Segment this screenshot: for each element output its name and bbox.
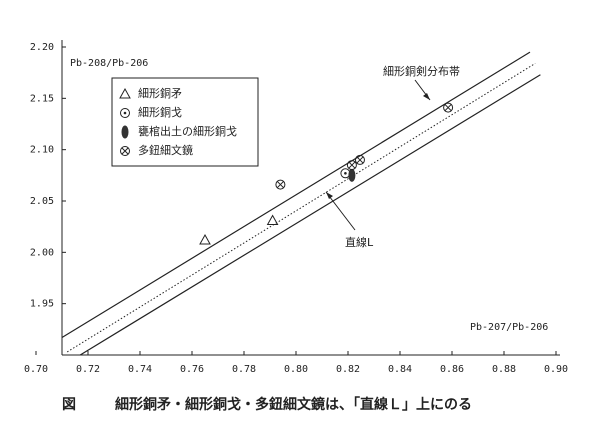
legend-label: 多鈕細文鏡: [138, 143, 193, 157]
y-tick-label: 2.10: [30, 145, 54, 156]
marker-shape: [348, 168, 356, 182]
band-line: [66, 63, 536, 353]
y-tick-label: 2.05: [30, 196, 54, 207]
marker-shape: [121, 125, 129, 139]
marker-shape: [277, 181, 284, 188]
marker: [199, 233, 211, 245]
marker-shape: [346, 160, 357, 171]
y-tick-label: 2.15: [30, 93, 54, 104]
marker-shape: [356, 156, 364, 164]
x-tick-label: 0.88: [492, 364, 516, 375]
legend-label: 細形銅戈: [138, 105, 182, 119]
x-tick-label: 0.74: [128, 364, 152, 375]
marker: [443, 102, 454, 113]
marker-shape: [266, 214, 279, 226]
y-tick-label: 2.20: [30, 42, 54, 53]
x-tick-label: 0.70: [24, 364, 48, 375]
marker-shape: [354, 154, 365, 165]
marker-shape: [444, 104, 452, 111]
caption-label: 図: [62, 397, 76, 413]
marker-shape: [120, 108, 130, 118]
marker-shape: [443, 102, 454, 113]
x-tick-label: 0.78: [232, 364, 256, 375]
marker-shape: [123, 111, 127, 115]
marker: [119, 87, 131, 99]
legend-label: 細形銅矛: [138, 86, 182, 100]
marker-shape: [199, 233, 211, 245]
x-tick-label: 0.72: [76, 364, 100, 375]
x-tick-label: 0.90: [544, 364, 568, 375]
annotation-arrow: [325, 191, 356, 231]
marker-shape: [344, 171, 347, 175]
legend-label: 甕棺出土の細形銅戈: [138, 124, 237, 138]
caption: 細形銅矛・細形銅戈・多鈕細文鏡は、「直線Ｌ」上にのる: [115, 396, 472, 413]
band-line: [79, 74, 541, 356]
marker-shape: [348, 161, 356, 169]
x-tick-label: 0.84: [388, 364, 412, 375]
y-tick-label: 2.00: [30, 247, 54, 258]
marker: [354, 154, 365, 165]
x-tick-label: 0.76: [180, 364, 204, 375]
marker-shape: [119, 87, 131, 99]
marker-shape: [121, 147, 129, 155]
x-tick-label: 0.82: [336, 364, 360, 375]
y-tick-label: 1.95: [30, 299, 54, 310]
marker: [346, 160, 357, 171]
marker: [120, 108, 130, 118]
x-axis-label: Pb-207/Pb-206: [470, 322, 548, 333]
legend-box: [111, 77, 259, 167]
arrow-head: [423, 93, 430, 100]
marker: [121, 125, 129, 139]
x-tick-label: 0.80: [284, 364, 308, 375]
marker: [266, 214, 279, 226]
marker: [120, 146, 130, 156]
x-tick-label: 0.86: [440, 364, 464, 375]
marker-shape: [275, 179, 286, 190]
y-axis-label: Pb-208/Pb-206: [70, 58, 148, 69]
annotation: 細形銅剣分布帯: [383, 64, 460, 78]
annotation: 直線L: [345, 235, 374, 249]
marker: [348, 168, 356, 182]
arrow-head: [326, 192, 333, 199]
marker: [275, 179, 286, 190]
band-line: [61, 51, 531, 339]
marker-shape: [120, 146, 130, 156]
